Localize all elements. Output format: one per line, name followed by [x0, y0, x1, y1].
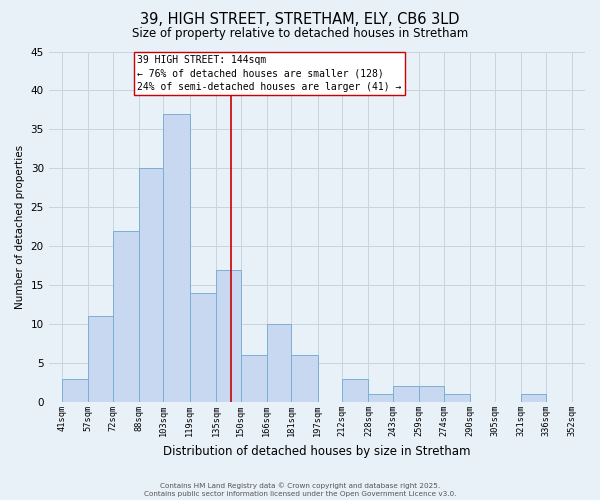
Bar [419, 386, 444, 402]
Text: Size of property relative to detached houses in Stretham: Size of property relative to detached ho… [132, 28, 468, 40]
Bar [241, 355, 267, 402]
Bar [521, 394, 545, 402]
Bar [342, 378, 368, 402]
Bar [292, 355, 317, 402]
Bar [393, 386, 419, 402]
Text: Contains public sector information licensed under the Open Government Licence v3: Contains public sector information licen… [144, 491, 456, 497]
X-axis label: Distribution of detached houses by size in Stretham: Distribution of detached houses by size … [163, 444, 470, 458]
Text: 39 HIGH STREET: 144sqm
← 76% of detached houses are smaller (128)
24% of semi-de: 39 HIGH STREET: 144sqm ← 76% of detached… [137, 56, 401, 92]
Bar [139, 168, 163, 402]
Bar [113, 230, 139, 402]
Bar [190, 293, 216, 402]
Bar [267, 324, 292, 402]
Bar [88, 316, 113, 402]
Bar [368, 394, 393, 402]
Bar [216, 270, 241, 402]
Text: Contains HM Land Registry data © Crown copyright and database right 2025.: Contains HM Land Registry data © Crown c… [160, 482, 440, 489]
Y-axis label: Number of detached properties: Number of detached properties [15, 144, 25, 309]
Bar [163, 114, 190, 402]
Bar [444, 394, 470, 402]
Bar [62, 378, 88, 402]
Text: 39, HIGH STREET, STRETHAM, ELY, CB6 3LD: 39, HIGH STREET, STRETHAM, ELY, CB6 3LD [140, 12, 460, 28]
